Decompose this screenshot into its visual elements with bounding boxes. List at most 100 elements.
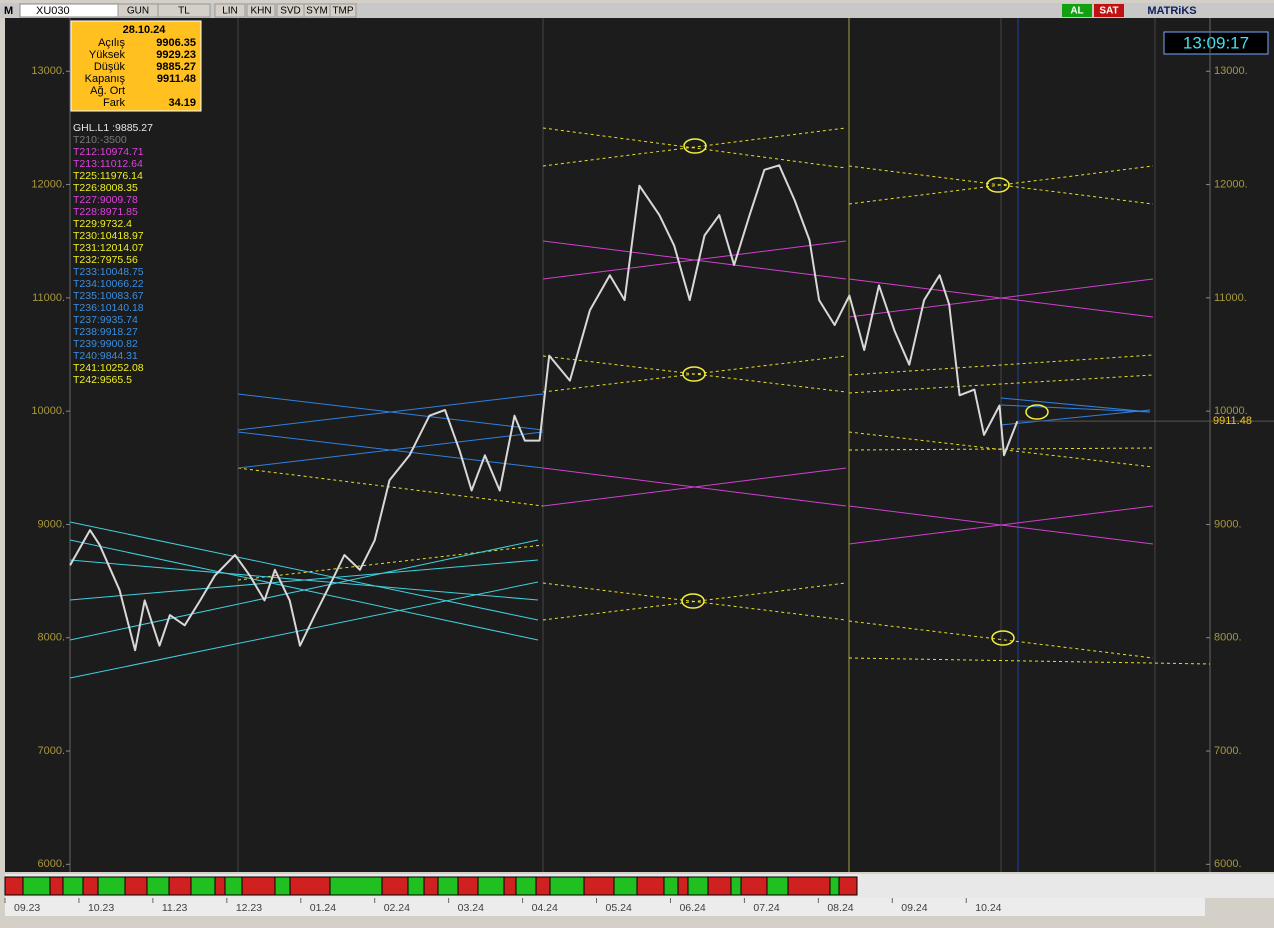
toolbar-button-label: SVD [280,6,301,17]
marker-ellipse [682,366,706,382]
y-tick-label: 6000. [37,858,65,870]
indicator: T233:10048.75 [73,266,144,278]
buy-button[interactable] [1062,4,1092,17]
toolbar-button-label: TL [178,6,190,17]
trend-line [848,447,1154,451]
period-box [4,876,24,896]
marker-ellipse [991,630,1015,646]
indicator: T213:11012.64 [73,158,143,170]
trend-line [69,521,539,621]
info-value: 9911.48 [157,73,196,85]
period-box [82,876,99,896]
period-box [766,876,789,896]
trend-line [237,393,544,431]
period-box [687,876,709,896]
period-box [677,876,689,896]
y-tick-label: 11000. [1214,292,1247,304]
trend-line [237,431,544,469]
period-box [97,876,126,896]
period-box [289,876,331,896]
date-axis [5,898,1205,916]
plot: 6000. 6000. 7000. 7000. 8000. 8000. 9000. 9000.… [4,65,1274,914]
x-tick-label: 11.23 [162,902,188,914]
toolbar-button-label: TMP [332,6,353,17]
x-tick-label: 07.24 [753,902,779,914]
toolbar-button[interactable] [214,3,246,18]
period-box [730,876,742,896]
period-box [241,876,276,896]
marker-ellipse [683,138,707,154]
trend-line [69,539,539,641]
clock-box [1163,31,1269,55]
trend-line [542,127,847,169]
clock: 13:09:17 [1183,33,1249,52]
period-box [457,876,479,896]
period-box [477,876,505,896]
x-tick-label: 06.24 [679,902,705,914]
trend-line [69,559,539,601]
period-box [636,876,665,896]
info-label: Fark [103,97,126,109]
drawings [69,18,1211,872]
period-box [583,876,615,896]
indicator: T227:9009.78 [73,194,138,206]
period-box [515,876,537,896]
period-box [146,876,170,896]
indicator: T230:10418.97 [73,230,144,242]
indicator: T236:10140.18 [73,302,144,314]
marker-ellipse [1025,404,1049,420]
info-box [70,20,202,112]
trend-line [1000,404,1151,413]
info-value: 34.19 [168,97,196,109]
period-box [168,876,192,896]
period-box [787,876,831,896]
period-box [423,876,439,896]
y-tick-label: 6000. [1214,858,1242,870]
brand: MATRiKS [1147,5,1196,17]
indicator: T240:9844.31 [73,350,138,362]
y-tick-label: 9000. [1214,518,1242,530]
toolbar-button[interactable] [329,3,357,18]
symbol: XU030 [36,5,70,17]
price-line [69,164,1019,652]
info-date: 28.10.24 [123,24,167,36]
sell-button[interactable] [1094,4,1124,17]
y-tick-label: 8000. [37,632,65,644]
x-tick-label: 02.24 [384,902,410,914]
period-box [407,876,425,896]
period-box [549,876,585,896]
period-box [613,876,638,896]
trend-line [542,467,847,507]
x-tick-label: 01.24 [310,902,336,914]
x-tick-label: 03.24 [458,902,484,914]
period-box [829,876,840,896]
trend-line [542,582,847,621]
trend-line [1000,397,1151,413]
x-tick-label: 04.24 [532,902,558,914]
indicator: GHL.L1 :9885.27 [73,122,153,134]
indicator: T229:9732.4 [73,218,132,230]
marker-ellipse [986,177,1010,193]
period-box [329,876,383,896]
trend-line [848,505,1154,545]
y-tick-label: 9000. [37,518,65,530]
buy-label: AL [1070,6,1083,17]
period-box [274,876,291,896]
info-label: Açılış [98,37,125,49]
indicator: T228:8971.85 [73,206,138,218]
sell-label: SAT [1099,6,1118,17]
info-label: Düşük [94,61,126,73]
period-box [124,876,148,896]
x-tick-label: 09.23 [14,902,40,914]
x-tick-label: 10.23 [88,902,114,914]
info-value: 9929.23 [156,49,196,61]
last-value-label: 9911.48 [1213,415,1252,427]
trend-line [848,657,1211,665]
indicator: T234:10066.22 [73,278,144,290]
toolbar-button[interactable] [246,3,276,18]
indicator: T210:-3500 [73,134,127,146]
y-tick-label: 10000. [1214,405,1248,417]
indicator: T238:9918.27 [73,326,138,338]
y-tick-label: 7000. [1214,745,1242,757]
toolbar-button[interactable] [157,3,211,18]
